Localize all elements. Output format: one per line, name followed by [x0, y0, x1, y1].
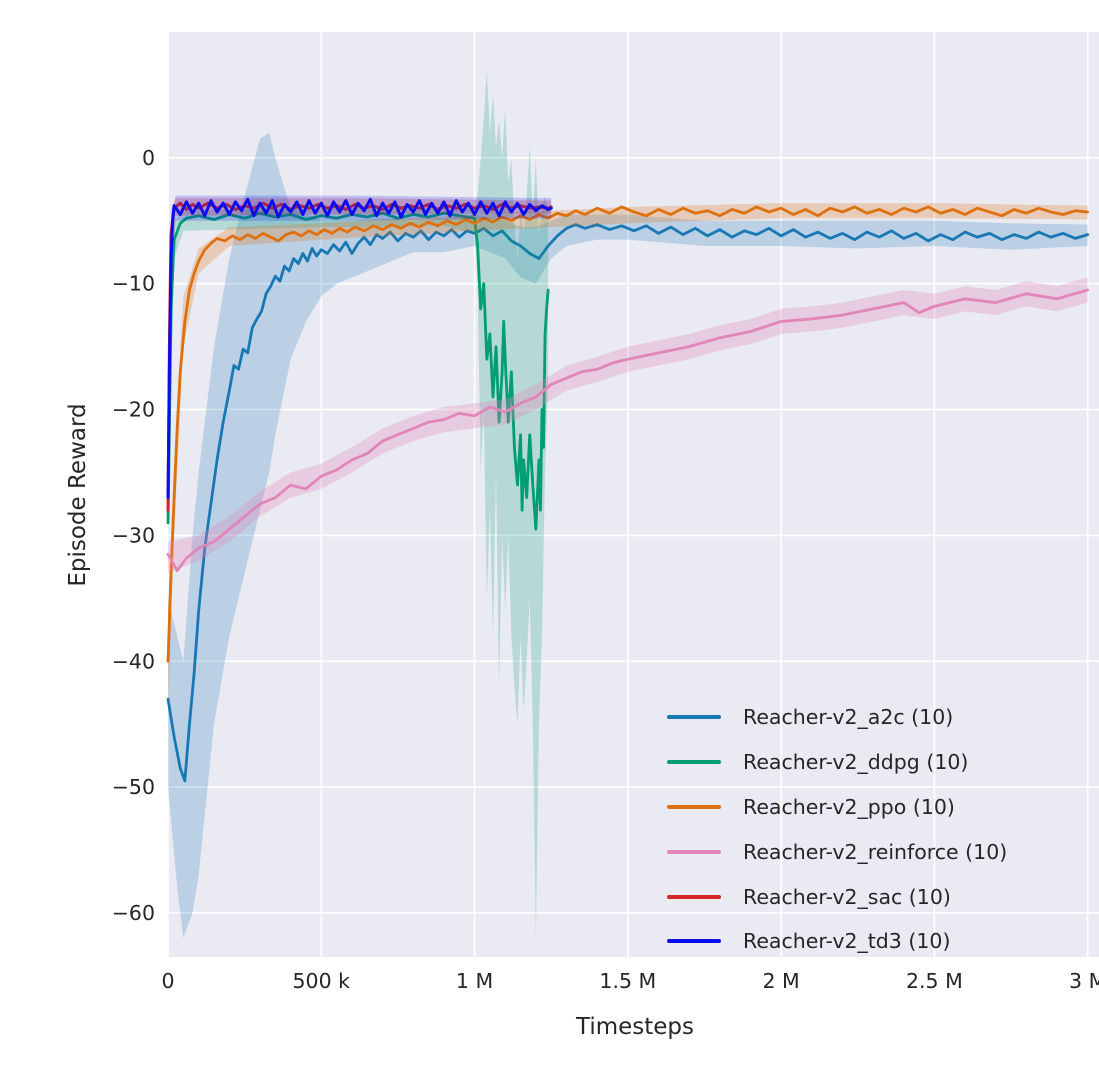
legend-label: Reacher-v2_sac (10) [743, 884, 951, 909]
y-tick-label: −30 [112, 523, 155, 547]
legend-swatch [667, 715, 721, 720]
series-line [166, 223, 1090, 783]
legend-item: Reacher-v2_ppo (10) [667, 785, 1007, 830]
legend-swatch [667, 760, 721, 765]
y-tick-label: −60 [112, 901, 155, 925]
legend-swatch [667, 804, 721, 809]
x-tick-label: 1 M [456, 969, 493, 993]
legend-label: Reacher-v2_td3 (10) [743, 929, 951, 954]
legend-swatch [667, 894, 721, 899]
legend-label: Reacher-v2_a2c (10) [743, 705, 954, 730]
x-tick-label: 1.5 M [599, 969, 656, 993]
x-tick-label: 0 [161, 969, 174, 993]
legend-label: Reacher-v2_reinforce (10) [743, 839, 1008, 864]
series-band [168, 277, 1088, 574]
legend-item: Reacher-v2_a2c (10) [667, 695, 1007, 740]
legend-item: Reacher-v2_ddpg (10) [667, 740, 1007, 785]
x-tick-label: 2 M [762, 969, 799, 993]
x-tick-label: 2.5 M [906, 969, 963, 993]
series-line [166, 197, 553, 500]
legend-swatch [667, 939, 721, 944]
chart-svg: 0 500 k 1 M 1.5 M 2 M 2.5 M 3 M 0 −10 −20 −30 −40 −5… [112, 32, 1099, 993]
legend-item: Reacher-v2_sac (10) [667, 874, 1007, 919]
chart-figure: 0 500 k 1 M 1.5 M 2 M 2.5 M 3 M 0 −10 −20 −30 −40 −5… [40, 16, 1099, 1065]
x-tick-label: 3 M [1069, 969, 1099, 993]
y-tick-label: 0 [142, 146, 155, 170]
y-axis-label: Episode Reward [65, 403, 91, 587]
y-tick-label: −20 [112, 398, 155, 422]
series-line [166, 205, 1090, 663]
legend-label: Reacher-v2_ddpg (10) [743, 750, 969, 775]
legend-item: Reacher-v2_td3 (10) [667, 919, 1007, 964]
legend-swatch [667, 849, 721, 854]
y-tick-label: −10 [112, 272, 155, 296]
legend-item: Reacher-v2_reinforce (10) [667, 829, 1007, 874]
y-tick-label: −40 [112, 649, 155, 673]
plot-background [168, 32, 1099, 957]
series-line [166, 201, 553, 512]
legend-label: Reacher-v2_ppo (10) [743, 794, 955, 819]
y-tick-label: −50 [112, 775, 155, 799]
legend: Reacher-v2_a2c (10) Reacher-v2_ddpg (10)… [667, 695, 1007, 964]
x-axis-label: Timesteps [575, 1014, 695, 1040]
x-tick-label: 500 k [293, 969, 351, 993]
series-line [166, 288, 1090, 573]
